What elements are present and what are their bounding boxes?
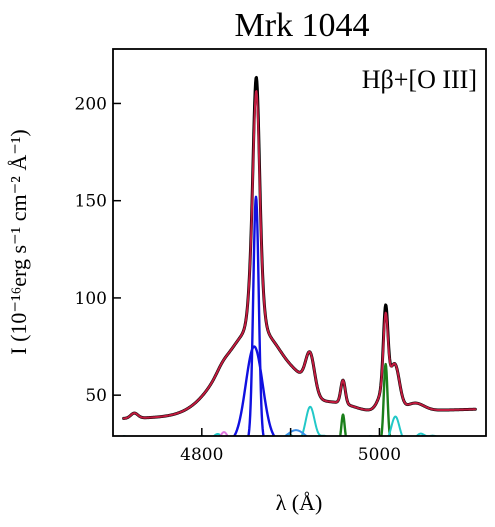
series-line-1 [122, 90, 477, 420]
series-line-2 [232, 345, 276, 436]
x-axis: 4800 5000 [180, 428, 401, 465]
x-tick-label: 4800 [180, 445, 223, 465]
y-tick-label: 150 [75, 192, 107, 212]
chart-title: Mrk 1044 [234, 7, 369, 44]
y-tick-label: 100 [75, 289, 107, 309]
y-tick-label: 200 [75, 94, 107, 114]
plot-frame [112, 48, 487, 437]
x-axis-label: λ (Å) [276, 490, 323, 515]
y-axis-label: I (10⁻¹⁶erg s⁻¹ cm⁻² Å⁻¹) [6, 129, 31, 355]
y-axis: 50 100 150 200 [75, 94, 121, 406]
annotation-label: Hβ+[O III] [362, 65, 477, 94]
series-line-7 [283, 429, 430, 436]
y-tick-label: 50 [85, 386, 107, 406]
series-line-0 [122, 75, 477, 420]
x-tick-label: 5000 [358, 445, 401, 465]
series-line-4 [338, 413, 348, 436]
series-layer [122, 75, 477, 436]
